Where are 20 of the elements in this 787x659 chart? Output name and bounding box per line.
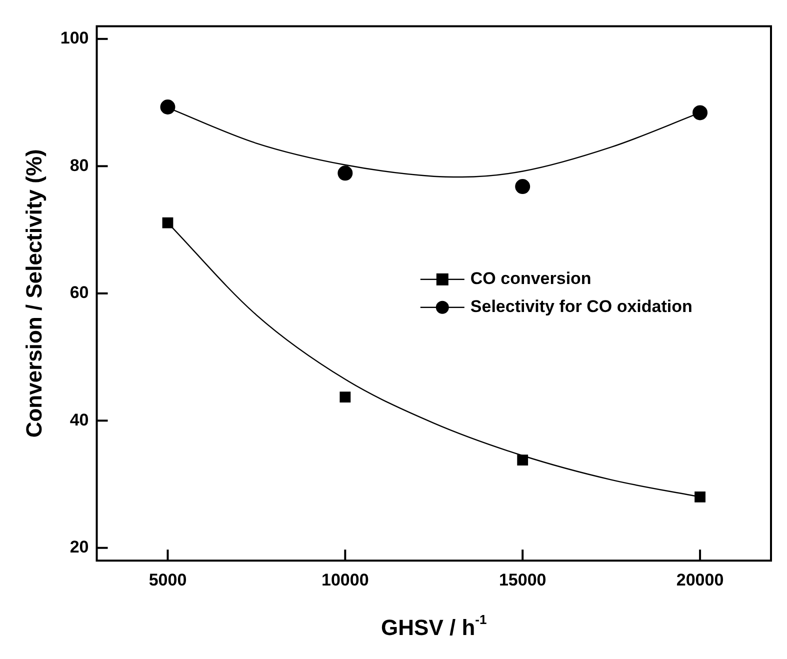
- point: [515, 179, 530, 194]
- point: [338, 166, 353, 181]
- y-axis-title: Conversion / Selectivity (%): [21, 149, 46, 438]
- x-tick-label: 5000: [148, 570, 187, 590]
- x-tick-label: 10000: [322, 570, 369, 590]
- y-tick-label: 60: [70, 283, 89, 302]
- point: [340, 392, 351, 403]
- y-tick-label: 100: [60, 28, 89, 48]
- point: [694, 492, 706, 502]
- point: [517, 454, 528, 466]
- x-tick-label: 20000: [676, 570, 724, 590]
- y-tick-label: 40: [70, 410, 89, 430]
- y-tick-label: 80: [70, 156, 89, 175]
- y-tick-label: 20: [70, 538, 89, 557]
- point: [160, 99, 176, 114]
- point: [162, 217, 174, 228]
- legend-label: Selectivity for CO oxidation: [470, 297, 692, 316]
- legend-label: CO conversion: [470, 269, 592, 288]
- point: [692, 105, 708, 120]
- x-tick-label: 15000: [498, 570, 546, 590]
